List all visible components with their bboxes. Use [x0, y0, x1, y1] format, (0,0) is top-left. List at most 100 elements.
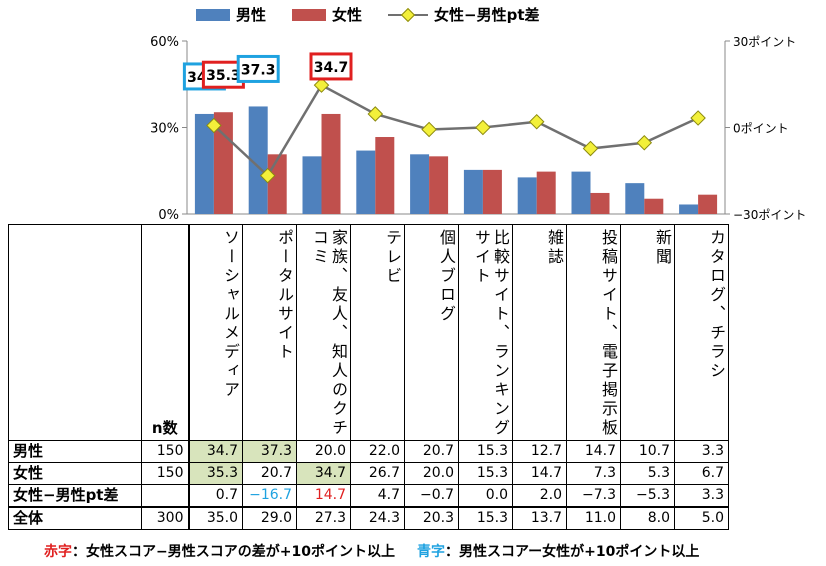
bar-female	[429, 156, 449, 214]
table-cell: 20.7	[404, 440, 459, 463]
table-cell: 2.0	[512, 484, 567, 508]
diff-point	[528, 113, 545, 130]
table-cell: 22.0	[350, 440, 405, 463]
bar-male	[463, 169, 483, 214]
bar-female	[644, 198, 664, 214]
bar-male	[679, 204, 699, 214]
table-cell: 35.0	[187, 506, 243, 530]
table-row: 女性−男性pt差 0.7 −16.7 14.7 4.7 −0.7 0.0 2.0 −7.3 −5.…	[8, 484, 729, 508]
row-n	[141, 484, 189, 508]
legend-item-female: 女性	[292, 4, 362, 25]
table-cell: 20.0	[404, 462, 459, 485]
table-cell: −16.7	[242, 484, 297, 508]
table-cell: 27.3	[296, 506, 351, 530]
diff-point	[475, 119, 491, 136]
n-header: n数	[141, 224, 189, 441]
table-cell: 34.7	[187, 440, 243, 463]
row-n: 300	[141, 506, 189, 530]
row-n: 150	[141, 462, 189, 485]
callout-box	[309, 52, 353, 81]
table-cell: 6.7	[674, 462, 729, 485]
legend-label-diff: 女性−男性pt差	[434, 6, 540, 24]
table-cell: 11.0	[566, 506, 621, 530]
table-cell: 5.3	[620, 462, 675, 485]
bar-female	[267, 154, 287, 214]
table-cell: 20.7	[242, 462, 297, 485]
table-header-row: n数 ソーシャルメディア ポータルサイト 家族、友人、知人のクチコミ テレビ 個人ブログ…	[8, 224, 729, 441]
footnote-red-label: 赤字	[44, 544, 72, 560]
bar-male	[625, 183, 645, 214]
table-cell: 14.7	[512, 462, 567, 485]
table-cell: 10.7	[620, 440, 675, 463]
table-cell: −7.3	[566, 484, 621, 508]
column-header-9: カタログ、チラシ	[674, 224, 729, 441]
table-cell: −0.7	[404, 484, 459, 508]
column-header-1: ポータルサイト	[242, 224, 297, 441]
bar-male	[571, 171, 591, 214]
row-label: 女性	[8, 462, 142, 485]
column-header-8: 新聞	[620, 224, 675, 441]
chart: 0%30%60%−30ポイント0ポイント30ポイント34.735.337.334…	[150, 35, 806, 223]
diff-point	[259, 167, 276, 184]
bar-female	[375, 137, 395, 214]
table-cell: 35.3	[187, 462, 243, 485]
column-header-5: 比較サイト、ランキングサイト	[458, 224, 513, 441]
bar-male	[194, 113, 214, 214]
table-row: 全体 300 35.0 29.0 27.3 24.3 20.3 15.3 13.7 11.0 8.0…	[8, 506, 729, 530]
table-cell: 26.7	[350, 462, 405, 485]
chart-legend: 男性 女性 女性−男性pt差	[196, 4, 540, 25]
diff-point	[582, 140, 599, 157]
column-header-0: ソーシャルメディア	[187, 224, 243, 441]
bar-male	[248, 106, 268, 214]
diff-point	[421, 121, 437, 138]
footnote-red-text: ：女性スコア−男性スコアの差が+10ポイント以上	[72, 544, 395, 560]
diff-point	[206, 117, 222, 134]
table-cell: 15.3	[458, 462, 513, 485]
row-n: 150	[141, 440, 189, 463]
column-header-4: 個人ブログ	[404, 224, 459, 441]
right-tick-label: 0ポイント	[733, 122, 789, 136]
bar-female	[698, 194, 718, 214]
bar-female	[590, 192, 610, 214]
table-cell: 24.3	[350, 506, 405, 530]
legend-swatch-male	[196, 8, 230, 21]
bar-male	[356, 150, 376, 214]
bar-male	[517, 177, 537, 214]
right-tick-label: −30ポイント	[733, 208, 806, 222]
footnote-blue-text: ：男性スコアー女性が+10ポイント以上	[444, 544, 700, 560]
table-cell: 0.7	[187, 484, 243, 508]
table-cell: 15.3	[458, 506, 513, 530]
table-row: 男性 150 34.7 37.3 20.0 22.0 20.7 15.3 12.7 14.7 10.…	[8, 440, 729, 463]
callout-box	[236, 54, 280, 83]
table-cell: 29.0	[242, 506, 297, 530]
left-tick-label: 60%	[150, 35, 179, 50]
table-cell: 7.3	[566, 462, 621, 485]
table-cell: 3.3	[674, 484, 729, 508]
row-label: 女性−男性pt差	[8, 484, 142, 508]
diff-point	[313, 77, 330, 93]
table-cell: 12.7	[512, 440, 567, 463]
table-cell: 20.3	[404, 506, 459, 530]
column-header-7: 投稿サイト、電子掲示板	[566, 224, 621, 441]
legend-swatch-diff-icon	[388, 9, 429, 21]
table-cell: 37.3	[242, 440, 297, 463]
diff-point	[690, 110, 706, 126]
left-tick-label: 0%	[158, 208, 179, 223]
table-cell: 14.7	[296, 484, 351, 508]
diff-point	[367, 106, 384, 122]
row-label: 男性	[8, 440, 142, 463]
table-corner-cell	[8, 224, 142, 441]
table-cell: 4.7	[350, 484, 405, 508]
table-cell: 20.0	[296, 440, 351, 463]
column-header-6: 雑誌	[512, 224, 567, 441]
table-cell: 8.0	[620, 506, 675, 530]
legend-label-male: 男性	[236, 6, 267, 24]
footnote: 赤字：女性スコア−男性スコアの差が+10ポイント以上 青字：男性スコアー女性が+1…	[44, 541, 699, 561]
footnote-blue-label: 青字	[416, 544, 445, 560]
diff-line	[213, 83, 699, 178]
diff-point	[636, 135, 653, 151]
column-header-3: テレビ	[350, 224, 405, 441]
table-cell: 14.7	[566, 440, 621, 463]
table-row: 女性 150 35.3 20.7 34.7 26.7 20.0 15.3 14.7 7.3 5.3 6…	[8, 462, 729, 485]
table-cell: 5.0	[674, 506, 729, 530]
